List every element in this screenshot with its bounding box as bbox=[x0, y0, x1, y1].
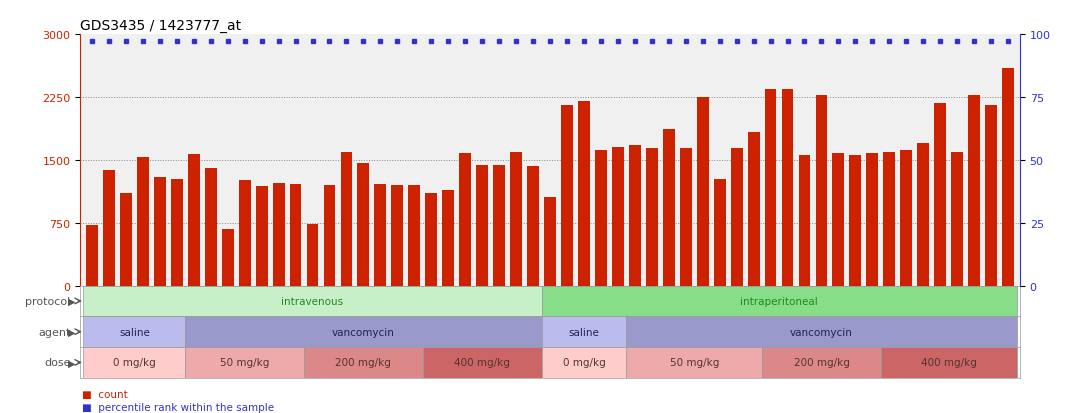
Bar bbox=[646, 149, 658, 286]
Bar bbox=[832, 154, 845, 286]
Bar bbox=[969, 95, 980, 286]
Bar bbox=[713, 180, 725, 286]
Bar bbox=[917, 144, 929, 286]
Bar bbox=[765, 90, 776, 286]
Bar bbox=[87, 226, 98, 286]
Bar bbox=[304, 347, 423, 378]
Bar bbox=[83, 347, 185, 378]
Bar bbox=[680, 149, 692, 286]
Text: saline: saline bbox=[568, 327, 599, 337]
Bar bbox=[272, 184, 284, 286]
Bar bbox=[561, 106, 572, 286]
Bar bbox=[900, 150, 912, 286]
Bar bbox=[629, 145, 641, 286]
Bar bbox=[391, 185, 404, 286]
Bar bbox=[289, 185, 301, 286]
Bar bbox=[541, 347, 626, 378]
Bar bbox=[541, 317, 626, 347]
Text: ▶: ▶ bbox=[68, 296, 76, 306]
Text: 50 mg/kg: 50 mg/kg bbox=[670, 358, 719, 368]
Bar bbox=[408, 185, 420, 286]
Bar bbox=[763, 347, 881, 378]
Bar bbox=[799, 156, 811, 286]
Text: intraperitoneal: intraperitoneal bbox=[740, 296, 818, 306]
Bar bbox=[595, 150, 607, 286]
Text: GDS3435 / 1423777_at: GDS3435 / 1423777_at bbox=[80, 19, 241, 33]
Bar bbox=[663, 130, 675, 286]
Text: 400 mg/kg: 400 mg/kg bbox=[454, 358, 511, 368]
Bar bbox=[255, 186, 268, 286]
Bar bbox=[120, 194, 131, 286]
Text: 0 mg/kg: 0 mg/kg bbox=[113, 358, 156, 368]
Bar bbox=[866, 154, 878, 286]
Text: dose: dose bbox=[44, 358, 70, 368]
Text: 200 mg/kg: 200 mg/kg bbox=[794, 358, 849, 368]
Bar bbox=[307, 225, 318, 286]
Text: ■  count: ■ count bbox=[82, 389, 128, 399]
Bar bbox=[341, 153, 352, 286]
Bar bbox=[185, 317, 541, 347]
Bar bbox=[782, 90, 794, 286]
Bar bbox=[1002, 69, 1014, 286]
Text: ■  percentile rank within the sample: ■ percentile rank within the sample bbox=[82, 402, 274, 412]
Bar bbox=[952, 153, 963, 286]
Bar bbox=[154, 177, 166, 286]
Bar bbox=[442, 191, 454, 286]
Text: 50 mg/kg: 50 mg/kg bbox=[220, 358, 269, 368]
Bar bbox=[83, 286, 541, 317]
Text: saline: saline bbox=[119, 327, 150, 337]
Bar bbox=[626, 317, 1017, 347]
Bar bbox=[881, 347, 1017, 378]
Bar bbox=[731, 149, 742, 286]
Bar bbox=[748, 133, 759, 286]
Bar bbox=[324, 185, 335, 286]
Bar bbox=[578, 102, 590, 286]
Bar bbox=[103, 171, 115, 286]
Text: ▶: ▶ bbox=[68, 327, 76, 337]
Bar bbox=[816, 96, 828, 286]
Bar bbox=[205, 169, 217, 286]
Bar bbox=[511, 153, 522, 286]
Bar bbox=[239, 180, 251, 286]
Bar bbox=[544, 197, 556, 286]
Bar bbox=[985, 106, 998, 286]
Bar bbox=[883, 153, 895, 286]
Bar bbox=[528, 166, 539, 286]
Bar bbox=[171, 180, 183, 286]
Bar bbox=[185, 347, 304, 378]
Bar bbox=[476, 166, 488, 286]
Bar bbox=[137, 158, 148, 286]
Bar bbox=[423, 347, 541, 378]
Text: agent: agent bbox=[38, 327, 70, 337]
Text: ▶: ▶ bbox=[68, 358, 76, 368]
Text: vancomycin: vancomycin bbox=[332, 327, 395, 337]
Text: 0 mg/kg: 0 mg/kg bbox=[563, 358, 606, 368]
Bar bbox=[612, 148, 624, 286]
Bar bbox=[425, 194, 437, 286]
Text: vancomycin: vancomycin bbox=[790, 327, 853, 337]
Text: intravenous: intravenous bbox=[282, 296, 344, 306]
Bar bbox=[358, 164, 370, 286]
Bar bbox=[493, 166, 505, 286]
Bar bbox=[459, 154, 471, 286]
Text: 200 mg/kg: 200 mg/kg bbox=[335, 358, 391, 368]
Bar bbox=[375, 185, 387, 286]
Bar bbox=[849, 156, 861, 286]
Bar bbox=[934, 104, 946, 286]
Bar bbox=[83, 317, 185, 347]
Bar bbox=[626, 347, 763, 378]
Text: 400 mg/kg: 400 mg/kg bbox=[921, 358, 976, 368]
Bar bbox=[222, 229, 234, 286]
Bar bbox=[188, 154, 200, 286]
Bar bbox=[541, 286, 1017, 317]
Bar bbox=[696, 98, 709, 286]
Text: protocol: protocol bbox=[26, 296, 70, 306]
